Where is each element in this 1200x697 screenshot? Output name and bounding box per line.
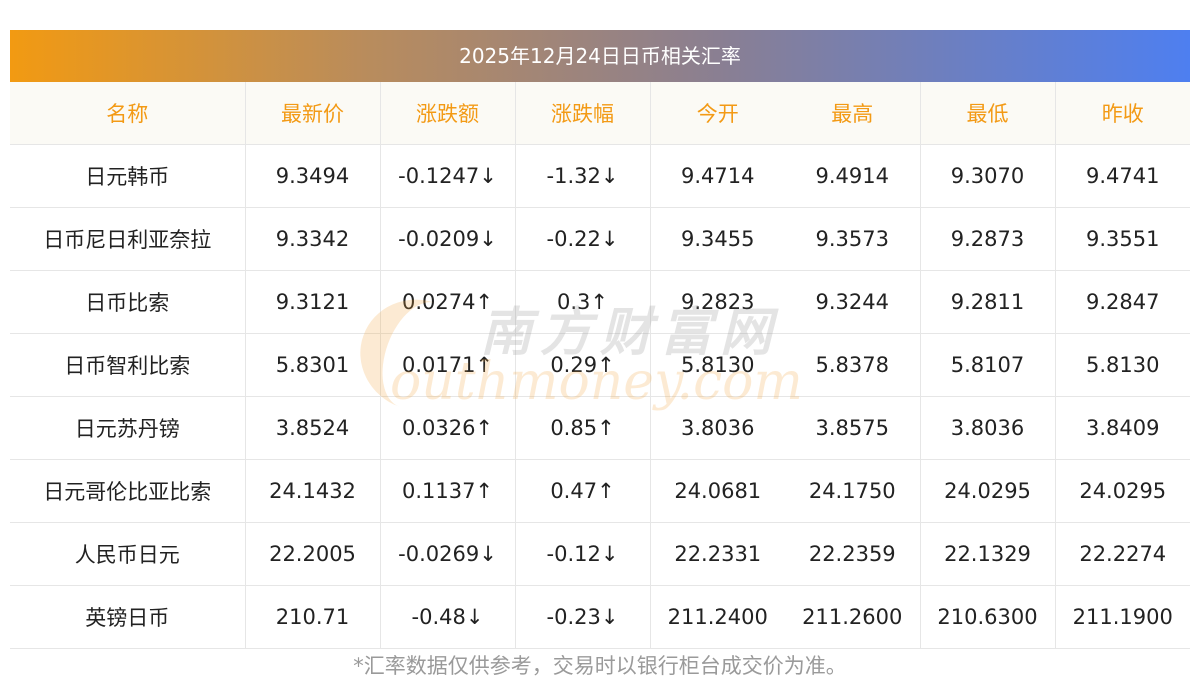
cell-open: 5.8130	[650, 333, 785, 397]
table-row: 日元苏丹镑 3.8524 0.0326↑ 0.85↑ 3.8036 3.8575 3.803…	[10, 396, 1190, 460]
cell-high: 24.1750	[785, 459, 921, 523]
column-header-latest: 最新价	[245, 82, 381, 145]
cell-low: 22.1329	[920, 522, 1056, 586]
cell-change: -0.1247↓	[380, 144, 516, 208]
cell-low: 9.3070	[920, 144, 1056, 208]
cell-low: 210.6300	[920, 585, 1056, 649]
cell-prev-close: 3.8409	[1055, 396, 1190, 460]
cell-open: 24.0681	[650, 459, 785, 523]
cell-name: 日元韩币	[10, 144, 246, 208]
cell-latest: 5.8301	[245, 333, 381, 397]
column-header-name: 名称	[10, 82, 246, 145]
cell-name: 日币比索	[10, 270, 246, 334]
cell-latest: 9.3342	[245, 207, 381, 271]
cell-low: 5.8107	[920, 333, 1056, 397]
cell-name: 人民币日元	[10, 522, 246, 586]
cell-change-pct: -0.23↓	[515, 585, 651, 649]
cell-prev-close: 24.0295	[1055, 459, 1190, 523]
exchange-rate-table: 名称 最新价 涨跌额 涨跌幅 今开 最高 最低 昨收 日元韩币 9.3494 -0.…	[10, 82, 1190, 649]
cell-low: 9.2811	[920, 270, 1056, 334]
cell-latest: 9.3121	[245, 270, 381, 334]
cell-change: 0.1137↑	[380, 459, 516, 523]
column-header-open: 今开	[650, 82, 785, 145]
cell-low: 3.8036	[920, 396, 1056, 460]
column-header-prev-close: 昨收	[1055, 82, 1190, 145]
cell-change: 0.0171↑	[380, 333, 516, 397]
column-header-change-pct: 涨跌幅	[515, 82, 651, 145]
cell-high: 22.2359	[785, 522, 921, 586]
cell-latest: 3.8524	[245, 396, 381, 460]
table-row: 日币比索 9.3121 0.0274↑ 0.3↑ 9.2823 9.3244 9.2811 9…	[10, 270, 1190, 334]
table-row: 日元哥伦比亚比索 24.1432 0.1137↑ 0.47↑ 24.0681 24.175…	[10, 459, 1190, 523]
cell-change: -0.48↓	[380, 585, 516, 649]
column-header-change: 涨跌额	[380, 82, 516, 145]
cell-change: -0.0269↓	[380, 522, 516, 586]
disclaimer-footnote: *汇率数据仅供参考，交易时以银行柜台成交价为准。	[353, 654, 847, 678]
cell-low: 9.2873	[920, 207, 1056, 271]
table-row: 日币尼日利亚奈拉 9.3342 -0.0209↓ -0.22↓ 9.3455 9.3573…	[10, 207, 1190, 271]
cell-change-pct: 0.29↑	[515, 333, 651, 397]
cell-change: 0.0274↑	[380, 270, 516, 334]
cell-prev-close: 9.4741	[1055, 144, 1190, 208]
cell-open: 9.2823	[650, 270, 785, 334]
cell-prev-close: 5.8130	[1055, 333, 1190, 397]
table-row: 日元韩币 9.3494 -0.1247↓ -1.32↓ 9.4714 9.4914 9.30…	[10, 144, 1190, 208]
cell-high: 211.2600	[785, 585, 921, 649]
cell-latest: 22.2005	[245, 522, 381, 586]
cell-prev-close: 9.2847	[1055, 270, 1190, 334]
cell-change-pct: 0.3↑	[515, 270, 651, 334]
table-header-row: 名称 最新价 涨跌额 涨跌幅 今开 最高 最低 昨收	[10, 82, 1190, 145]
cell-change: 0.0326↑	[380, 396, 516, 460]
cell-high: 9.3244	[785, 270, 921, 334]
cell-high: 3.8575	[785, 396, 921, 460]
cell-high: 9.4914	[785, 144, 921, 208]
cell-open: 9.3455	[650, 207, 785, 271]
cell-latest: 24.1432	[245, 459, 381, 523]
page-title: 2025年12月24日日币相关汇率	[10, 30, 1190, 82]
table-row: 日币智利比索 5.8301 0.0171↑ 0.29↑ 5.8130 5.8378 5.81…	[10, 333, 1190, 397]
cell-name: 日元哥伦比亚比索	[10, 459, 246, 523]
cell-prev-close: 211.1900	[1055, 585, 1190, 649]
cell-name: 日币尼日利亚奈拉	[10, 207, 246, 271]
cell-change-pct: -0.22↓	[515, 207, 651, 271]
cell-open: 9.4714	[650, 144, 785, 208]
cell-low: 24.0295	[920, 459, 1056, 523]
cell-change-pct: 0.85↑	[515, 396, 651, 460]
cell-change-pct: 0.47↑	[515, 459, 651, 523]
cell-change-pct: -0.12↓	[515, 522, 651, 586]
cell-change-pct: -1.32↓	[515, 144, 651, 208]
cell-latest: 9.3494	[245, 144, 381, 208]
column-header-low: 最低	[920, 82, 1056, 145]
cell-open: 22.2331	[650, 522, 785, 586]
cell-change: -0.0209↓	[380, 207, 516, 271]
cell-open: 211.2400	[650, 585, 785, 649]
cell-high: 9.3573	[785, 207, 921, 271]
cell-latest: 210.71	[245, 585, 381, 649]
cell-high: 5.8378	[785, 333, 921, 397]
cell-name: 日币智利比索	[10, 333, 246, 397]
column-header-high: 最高	[785, 82, 921, 145]
table-row: 英镑日币 210.71 -0.48↓ -0.23↓ 211.2400 211.2600 21…	[10, 585, 1190, 649]
cell-prev-close: 9.3551	[1055, 207, 1190, 271]
table-row: 人民币日元 22.2005 -0.0269↓ -0.12↓ 22.2331 22.2359…	[10, 522, 1190, 586]
cell-name: 日元苏丹镑	[10, 396, 246, 460]
cell-open: 3.8036	[650, 396, 785, 460]
cell-prev-close: 22.2274	[1055, 522, 1190, 586]
cell-name: 英镑日币	[10, 585, 246, 649]
